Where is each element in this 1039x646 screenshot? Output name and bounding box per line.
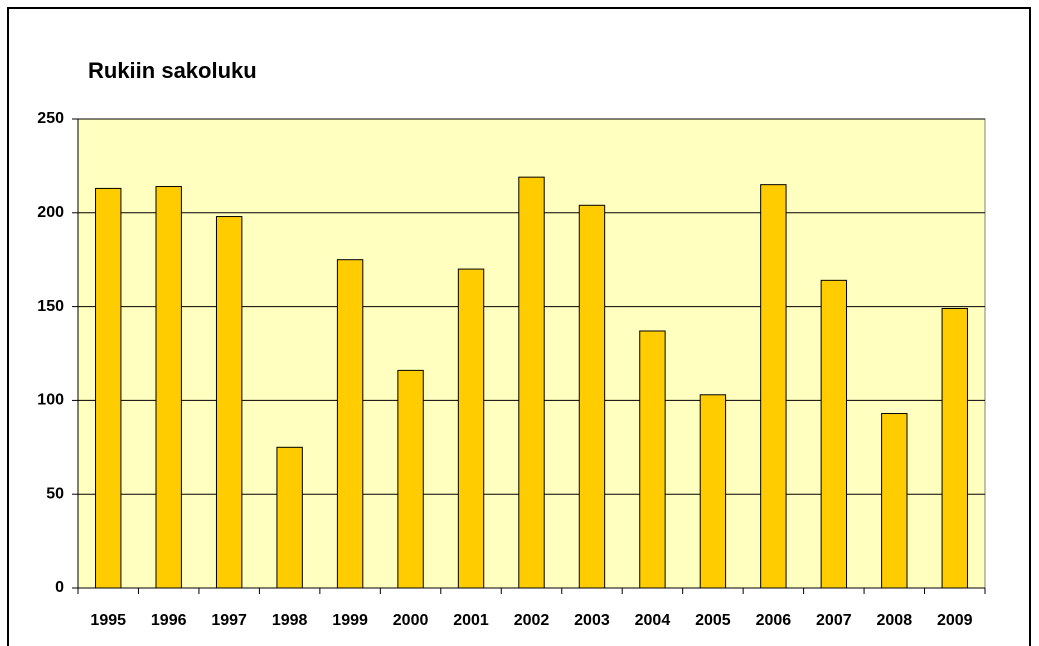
x-tick-label: 2003 <box>574 612 610 629</box>
bar <box>941 307 968 589</box>
bar <box>639 330 666 589</box>
x-tick-label: 2001 <box>453 612 489 629</box>
bar <box>276 446 303 589</box>
x-tick-label: 2004 <box>635 612 671 629</box>
bar <box>699 394 727 589</box>
x-tick-label: 2002 <box>514 612 550 629</box>
bar <box>336 259 364 589</box>
y-tick-label: 50 <box>46 485 64 502</box>
bar <box>397 369 424 589</box>
x-tick-label: 1999 <box>332 612 368 629</box>
bar <box>760 184 787 589</box>
y-tick-label: 100 <box>37 392 64 409</box>
chart-title: Rukiin sakoluku <box>88 58 257 83</box>
x-tick-label: 2008 <box>877 612 913 629</box>
x-tick-label: 1995 <box>90 612 126 629</box>
y-tick-label: 150 <box>37 298 64 315</box>
x-tick-label: 1996 <box>151 612 187 629</box>
x-tick-label: 1998 <box>272 612 308 629</box>
bar <box>457 268 485 589</box>
x-tick-label: 2000 <box>393 612 429 629</box>
y-tick-label: 0 <box>55 579 64 596</box>
bar <box>578 204 606 589</box>
bar <box>518 176 545 589</box>
bar <box>95 187 122 589</box>
bar <box>881 413 908 589</box>
bar <box>215 216 243 589</box>
y-tick-label: 250 <box>37 110 64 127</box>
x-tick-label: 2006 <box>756 612 792 629</box>
x-tick-label: 2005 <box>695 612 731 629</box>
x-tick-label: 2009 <box>937 612 973 629</box>
y-tick-label: 200 <box>37 204 64 221</box>
x-tick-label: 2007 <box>816 612 852 629</box>
x-tick-label: 1997 <box>211 612 247 629</box>
bar <box>155 186 182 589</box>
bar <box>820 279 848 589</box>
